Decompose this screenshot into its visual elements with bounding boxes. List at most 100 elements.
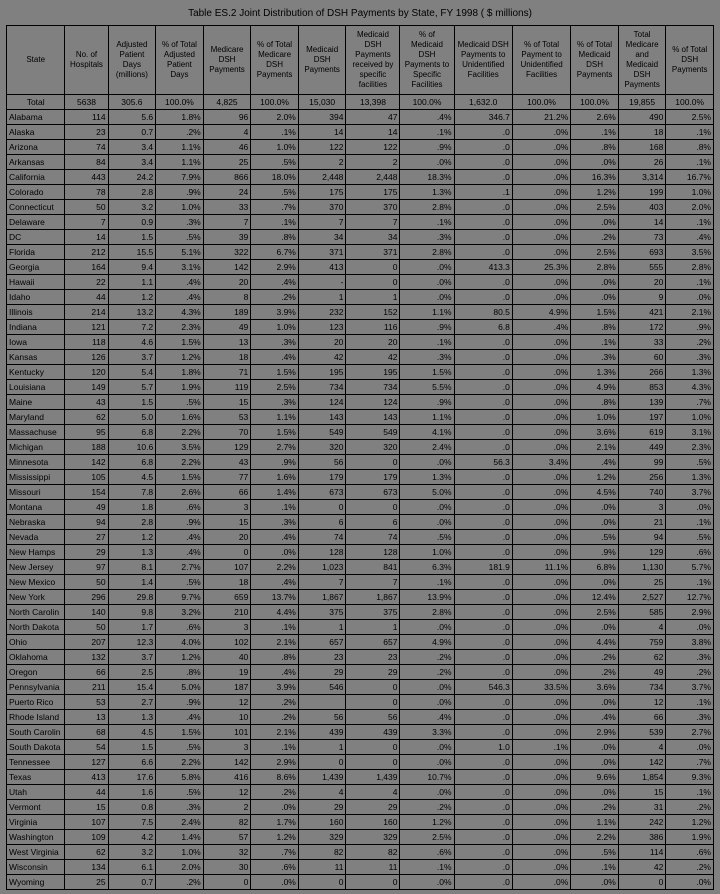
table-row: West Virginia623.21.0%32.7%8282.6%.0.0%.…	[7, 845, 714, 860]
data-cell: .8%	[571, 320, 619, 335]
data-cell: .0%	[666, 290, 714, 305]
data-cell: 1.0%	[156, 845, 204, 860]
state-cell: Wisconsin	[7, 860, 65, 875]
data-cell: .8%	[251, 230, 299, 245]
col-header-3: % of Total Adjusted Patient Days	[156, 26, 204, 95]
data-cell: 4	[203, 125, 251, 140]
data-cell: 6.8	[454, 320, 512, 335]
data-cell: .0	[454, 155, 512, 170]
data-cell: 2	[346, 155, 400, 170]
data-cell: .0%	[571, 575, 619, 590]
data-cell: .0%	[512, 335, 570, 350]
data-cell: 549	[346, 425, 400, 440]
data-cell: .8%	[251, 650, 299, 665]
data-cell: .0	[454, 290, 512, 305]
data-cell: 2.8%	[400, 200, 454, 215]
data-cell: 0.8	[108, 800, 156, 815]
data-cell: 128	[298, 545, 346, 560]
data-cell: 20	[203, 275, 251, 290]
state-cell: Maine	[7, 395, 65, 410]
data-cell: 1.0%	[666, 185, 714, 200]
data-cell: 3	[618, 500, 666, 515]
data-cell: 1.1%	[400, 305, 454, 320]
data-cell: 4,825	[203, 95, 251, 110]
data-cell: 82	[203, 815, 251, 830]
table-row: North Carolin1409.83.2%2104.4%3753752.8%…	[7, 605, 714, 620]
state-cell: Minnesota	[7, 455, 65, 470]
data-cell: 181.9	[454, 560, 512, 575]
data-cell: 0	[203, 545, 251, 560]
data-cell: 107	[65, 815, 108, 830]
data-cell: 9	[618, 290, 666, 305]
data-cell: 0.7	[108, 125, 156, 140]
data-cell: .0%	[512, 545, 570, 560]
data-cell: 3.8%	[666, 635, 714, 650]
data-cell: 49	[65, 500, 108, 515]
data-cell: 6.7%	[251, 245, 299, 260]
data-cell: .1%	[251, 500, 299, 515]
state-cell: Connecticut	[7, 200, 65, 215]
data-cell: .7%	[666, 395, 714, 410]
data-cell: 1.3	[108, 710, 156, 725]
data-cell: .3%	[666, 710, 714, 725]
data-cell: 7	[346, 575, 400, 590]
data-cell: 1,632.0	[454, 95, 512, 110]
data-cell: 23	[298, 650, 346, 665]
data-cell: 0	[346, 755, 400, 770]
data-cell: 1.1%	[156, 140, 204, 155]
data-cell: 149	[65, 380, 108, 395]
data-cell: 1,023	[298, 560, 346, 575]
data-cell: 5.8%	[156, 770, 204, 785]
data-cell: .0	[454, 800, 512, 815]
data-cell: 329	[298, 830, 346, 845]
data-cell: .0%	[512, 230, 570, 245]
data-cell: .4%	[156, 530, 204, 545]
data-cell: 329	[346, 830, 400, 845]
data-cell: .0%	[512, 290, 570, 305]
data-cell: .0%	[400, 785, 454, 800]
data-cell: .2%	[571, 230, 619, 245]
data-cell: .0%	[512, 215, 570, 230]
data-cell: 4.2	[108, 830, 156, 845]
data-cell: 1.2	[108, 530, 156, 545]
data-cell: .0	[454, 395, 512, 410]
data-cell: 5.7	[108, 380, 156, 395]
data-cell: 160	[346, 815, 400, 830]
data-cell: .0%	[666, 500, 714, 515]
data-cell: 673	[298, 485, 346, 500]
data-cell: .5%	[571, 530, 619, 545]
data-cell: 1.5%	[251, 425, 299, 440]
table-row: Washington1094.21.4%571.2%3293292.5%.0.0…	[7, 830, 714, 845]
data-cell: .2%	[251, 695, 299, 710]
data-cell: 1.0%	[156, 200, 204, 215]
data-cell: 129	[203, 440, 251, 455]
data-cell: 2.0%	[251, 110, 299, 125]
data-cell: 5.7%	[666, 560, 714, 575]
data-cell: .0%	[571, 875, 619, 890]
data-cell: 77	[203, 470, 251, 485]
data-cell: .3%	[400, 350, 454, 365]
table-row: Arkansas843.41.1%25.5%22.0%.0.0%.0%26.1%	[7, 155, 714, 170]
data-cell: 734	[618, 680, 666, 695]
data-cell: 16.3%	[571, 170, 619, 185]
data-cell: 11	[346, 860, 400, 875]
data-cell: 47	[346, 110, 400, 125]
data-cell: 9.7%	[156, 590, 204, 605]
table-row: Michigan18810.63.5%1292.7%3203202.4%.0.0…	[7, 440, 714, 455]
data-cell: 5638	[65, 95, 108, 110]
data-cell: 18	[203, 350, 251, 365]
table-row: Alabama1145.61.8%962.0%39447.4%346.721.2…	[7, 110, 714, 125]
table-row: Idaho441.2.4%8.2%11.0%.0.0%.0%9.0%	[7, 290, 714, 305]
state-cell: Colorado	[7, 185, 65, 200]
state-cell: Michigan	[7, 440, 65, 455]
data-cell: .9%	[156, 695, 204, 710]
data-cell: .4%	[571, 455, 619, 470]
data-cell: .0%	[666, 620, 714, 635]
data-cell: 421	[618, 305, 666, 320]
data-cell: 12.3	[108, 635, 156, 650]
data-cell: .2%	[251, 290, 299, 305]
data-cell: .0	[454, 470, 512, 485]
table-row: Wisconsin1346.12.0%30.6%1111.1%.0.0%.1%4…	[7, 860, 714, 875]
data-cell: .0	[454, 170, 512, 185]
data-cell: 5.6	[108, 110, 156, 125]
